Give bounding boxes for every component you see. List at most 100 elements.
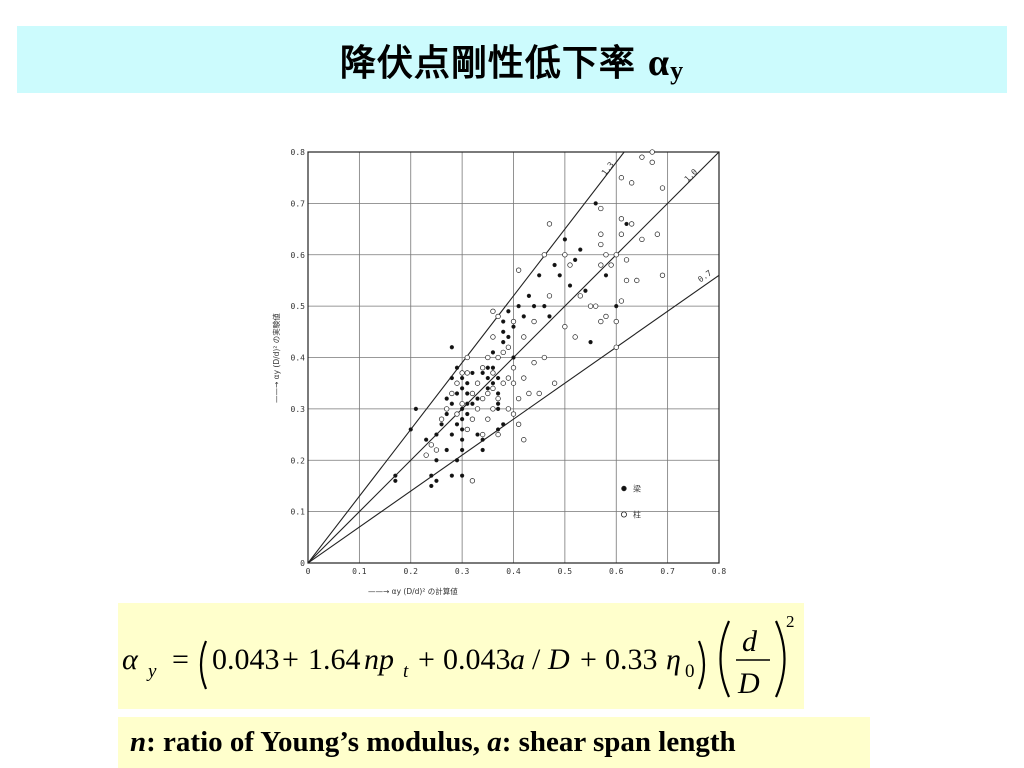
formula-alpha-sub: y bbox=[146, 661, 157, 682]
data-point-column bbox=[654, 231, 661, 237]
data-point-beam bbox=[449, 432, 454, 437]
data-point-beam bbox=[460, 386, 465, 391]
data-point-column bbox=[474, 406, 481, 412]
data-point-beam bbox=[506, 334, 511, 340]
data-point-beam bbox=[434, 458, 439, 463]
formula-D: D bbox=[547, 643, 570, 676]
data-point-column bbox=[623, 277, 630, 284]
data-point-column bbox=[505, 344, 512, 350]
data-point-beam bbox=[583, 288, 588, 293]
data-point-beam bbox=[444, 396, 449, 401]
data-point-beam bbox=[439, 422, 444, 427]
data-point-column bbox=[490, 385, 496, 391]
data-point-column bbox=[526, 390, 532, 397]
data-point-beam bbox=[537, 273, 542, 278]
formula-eta-sub: 0 bbox=[685, 661, 695, 682]
data-point-beam bbox=[454, 422, 460, 427]
data-point-column bbox=[587, 303, 594, 309]
data-point-column bbox=[480, 431, 486, 438]
data-point-column bbox=[649, 149, 655, 155]
formula-a: a bbox=[510, 643, 525, 676]
data-point-beam bbox=[449, 473, 454, 478]
formula-np-sub: t bbox=[403, 661, 409, 682]
data-point-column bbox=[598, 241, 604, 248]
data-point-beam bbox=[495, 401, 501, 406]
data-point-beam bbox=[460, 375, 465, 381]
x-tick-label: 0.8 bbox=[712, 567, 727, 576]
formula-plus1: + bbox=[282, 643, 299, 676]
data-point-beam bbox=[460, 447, 465, 453]
fraction-numerator: d bbox=[742, 625, 758, 658]
note-n: n bbox=[130, 726, 147, 758]
data-point-column bbox=[598, 231, 604, 237]
x-tick-label: 0.1 bbox=[352, 567, 367, 576]
data-point-column bbox=[469, 478, 476, 484]
data-point-column bbox=[474, 380, 481, 386]
data-point-column bbox=[618, 216, 625, 222]
data-point-column bbox=[521, 334, 527, 340]
data-point-beam bbox=[501, 319, 506, 324]
formula-paren-left bbox=[199, 640, 208, 690]
data-point-beam bbox=[511, 355, 516, 360]
data-point-column bbox=[438, 416, 445, 422]
data-point-column bbox=[598, 205, 604, 212]
data-point-column bbox=[510, 380, 517, 386]
data-point-beam bbox=[413, 406, 418, 411]
formula-slash: / bbox=[532, 643, 541, 676]
chart-svg: 0 0.1 0.2 0.3 0.4 0.5 0.6 0.7 0.8 0 0.1 0.2 0.3 0.4 0.… bbox=[271, 148, 727, 596]
formula-box: α y = 0.043 + 1.64 np t + 0.043 a / D + … bbox=[118, 603, 804, 709]
data-point-beam bbox=[470, 401, 475, 406]
data-point-beam bbox=[485, 375, 490, 381]
data-point-column bbox=[608, 262, 614, 268]
data-point-column bbox=[598, 262, 604, 268]
data-point-column bbox=[531, 359, 537, 366]
data-point-beam bbox=[460, 473, 465, 478]
data-point-column bbox=[603, 313, 609, 320]
data-point-column bbox=[639, 154, 645, 160]
data-point-beam bbox=[511, 324, 516, 329]
data-point-column bbox=[515, 267, 522, 273]
data-point-column bbox=[454, 411, 460, 417]
data-point-beam bbox=[516, 304, 521, 309]
data-point-beam bbox=[465, 401, 470, 406]
data-point-column bbox=[618, 298, 625, 304]
data-point-column bbox=[546, 293, 553, 299]
data-point-beam bbox=[588, 339, 593, 345]
formula-svg: α y = 0.043 + 1.64 np t + 0.043 a / D + … bbox=[122, 612, 795, 700]
data-point-beam bbox=[393, 478, 398, 483]
data-point-beam bbox=[460, 427, 465, 432]
data-point-beam bbox=[557, 273, 562, 278]
data-point-beam bbox=[526, 293, 532, 298]
data-point-beam bbox=[495, 427, 501, 432]
data-point-beam bbox=[485, 365, 490, 370]
data-point-column bbox=[541, 354, 547, 361]
data-point-beam bbox=[454, 458, 460, 463]
data-point-beam bbox=[501, 422, 506, 427]
data-point-column bbox=[659, 272, 666, 278]
data-point-column bbox=[562, 324, 568, 330]
data-point-column bbox=[485, 354, 491, 361]
data-point-column bbox=[618, 175, 625, 181]
data-point-column bbox=[541, 252, 547, 258]
data-point-column bbox=[449, 390, 455, 397]
y-tick-label: 0.6 bbox=[291, 251, 306, 260]
data-point-column bbox=[500, 349, 506, 356]
data-point-column bbox=[464, 354, 470, 361]
data-point-column bbox=[510, 318, 517, 325]
data-point-column bbox=[444, 406, 450, 412]
formula-exponent: 2 bbox=[786, 612, 795, 631]
title-greek: α bbox=[647, 41, 671, 84]
data-point-column bbox=[613, 344, 619, 350]
data-point-beam bbox=[475, 432, 480, 437]
note-a-desc: : shear span length bbox=[501, 726, 736, 758]
note-box: n: ratio of Young’s modulus, a: shear sp… bbox=[118, 717, 870, 768]
data-point-column bbox=[505, 406, 512, 412]
y-tick-label: 0.2 bbox=[291, 456, 306, 465]
data-point-beam bbox=[444, 447, 449, 453]
data-point-column bbox=[428, 442, 434, 448]
data-point-column bbox=[629, 221, 635, 227]
y-tick-label: 0.5 bbox=[291, 302, 306, 311]
data-point-beam bbox=[547, 314, 552, 319]
y-tick-label: 0 bbox=[300, 559, 305, 568]
data-point-column bbox=[459, 370, 465, 376]
